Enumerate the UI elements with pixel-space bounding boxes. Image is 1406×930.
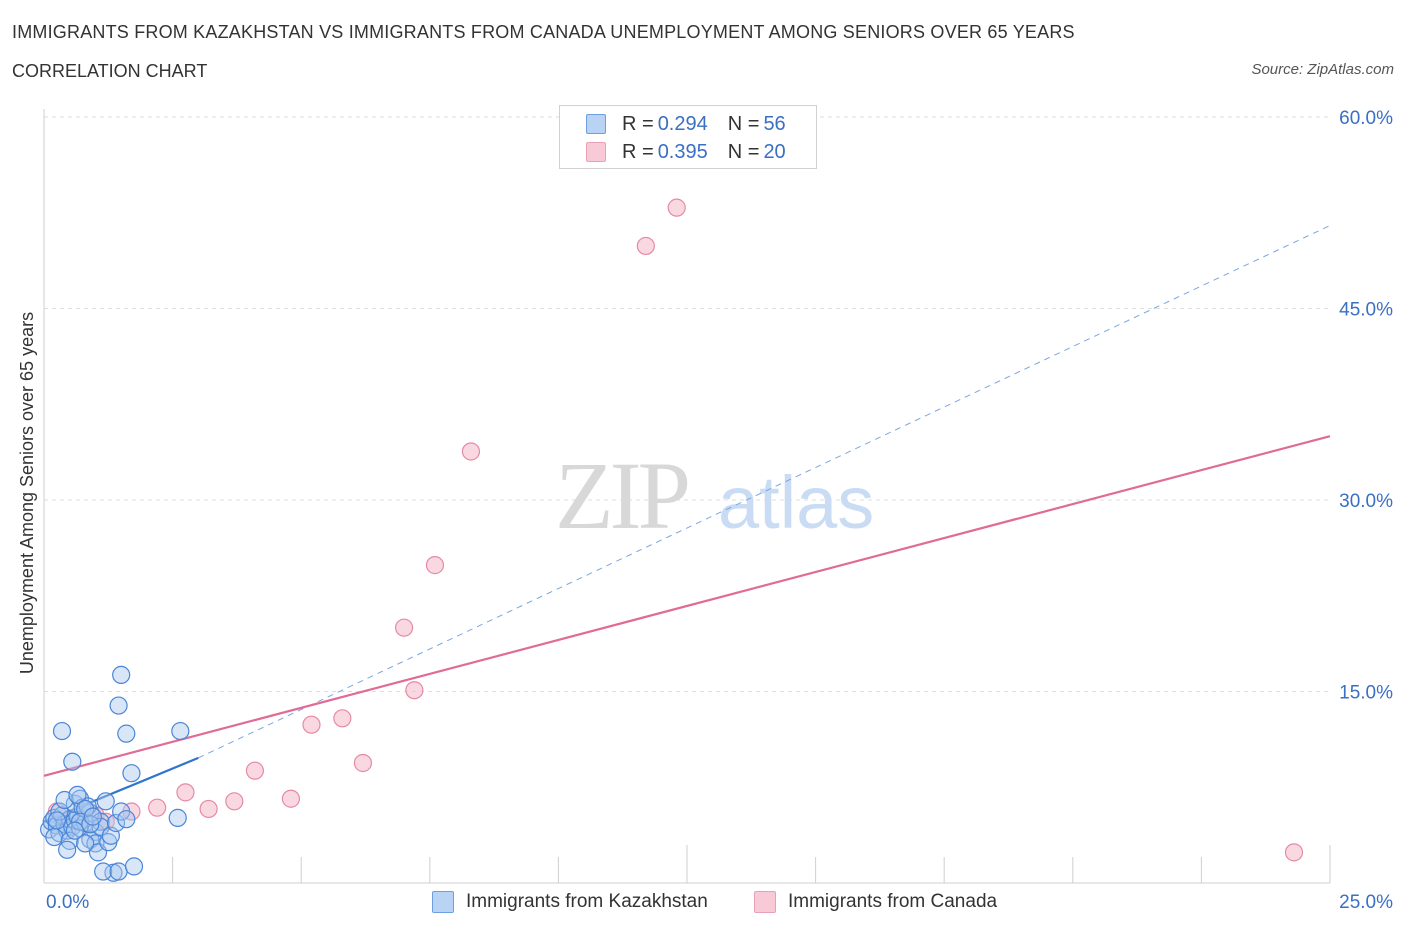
data-point-kazakhstan [78, 797, 97, 816]
legend-swatch-kazakhstan [586, 114, 606, 134]
x-tick-label: 0.0% [46, 892, 89, 913]
data-point-kazakhstan [117, 810, 136, 829]
legend-n-value: 20 [763, 140, 786, 163]
data-point-kazakhstan [124, 857, 144, 876]
data-point-canada [1284, 843, 1304, 862]
data-point-canada [199, 799, 218, 819]
data-point-canada [353, 753, 373, 773]
legend-n-label: N = [727, 140, 760, 163]
data-point-kazakhstan [171, 721, 190, 741]
watermark-atlas: atlas [718, 461, 874, 544]
trend-lines [43, 225, 1331, 823]
data-point-kazakhstan [122, 764, 141, 783]
legend-row-canada: R = 0.395 N = 20 [586, 141, 786, 163]
data-point-kazakhstan [52, 721, 72, 741]
tick-labels: 15.0% 30.0% 45.0% 60.0% 0.0% 25.0% [46, 108, 1393, 913]
data-point-canada [225, 792, 244, 811]
legend-r-value: 0.395 [657, 140, 708, 163]
chart-title: IMMIGRANTS FROM KAZAKHSTAN VS IMMIGRANTS… [12, 22, 1075, 42]
data-points [40, 198, 1304, 882]
data-point-kazakhstan [106, 813, 126, 833]
data-point-kazakhstan [63, 752, 82, 771]
data-point-canada [245, 761, 265, 780]
data-point-canada [394, 618, 414, 637]
data-point-canada [176, 783, 195, 802]
trendline-kazakhstan-extension [198, 225, 1331, 759]
bottom-legend-kazakhstan: Immigrants from Kazakhstan [432, 890, 708, 914]
y-tick-label: 30.0% [1339, 491, 1393, 512]
bottom-legend-swatch-canada [754, 891, 776, 913]
data-point-kazakhstan [47, 811, 66, 830]
y-tick-label: 60.0% [1339, 108, 1393, 129]
legend-r-label: R = [622, 140, 654, 163]
legend-r-value: 0.294 [657, 112, 708, 135]
legend-n-value: 56 [763, 112, 786, 135]
legend-row-kazakhstan: R = 0.294 N = 56 [586, 113, 786, 135]
stats-legend: R = 0.294 N = 56 R = 0.395 N = 20 [559, 105, 817, 169]
data-point-canada [333, 709, 352, 728]
chart-subtitle: CORRELATION CHART [12, 61, 208, 81]
source-label: Source: ZipAtlas.com [1251, 61, 1394, 78]
data-point-kazakhstan [117, 724, 136, 743]
x-tick-label: 25.0% [1339, 892, 1393, 913]
data-point-kazakhstan [96, 792, 115, 811]
data-point-canada [405, 681, 424, 700]
data-point-kazakhstan [65, 821, 84, 840]
data-point-canada [461, 442, 481, 461]
bottom-legend-label-kazakhstan: Immigrants from Kazakhstan [466, 891, 708, 912]
legend-swatch-canada [586, 142, 606, 162]
data-point-canada [302, 715, 321, 734]
trendline-canada [43, 435, 1331, 777]
data-point-kazakhstan [76, 834, 95, 853]
legend-r-label: R = [622, 112, 654, 135]
legend-n-label: N = [727, 112, 760, 135]
data-point-kazakhstan [94, 862, 113, 881]
data-point-kazakhstan [58, 840, 77, 859]
bottom-legend-canada: Immigrants from Canada [754, 890, 997, 914]
bottom-legend-label-canada: Immigrants from Canada [788, 891, 998, 912]
data-point-kazakhstan [109, 862, 128, 881]
data-point-kazakhstan [68, 785, 87, 805]
watermark-zip: ZIP [555, 442, 688, 549]
watermark: ZIP atlas [555, 442, 874, 549]
data-point-canada [425, 556, 445, 575]
data-point-kazakhstan [83, 807, 102, 826]
data-point-kazakhstan [109, 696, 128, 715]
y-tick-label: 45.0% [1339, 300, 1393, 321]
axes [43, 109, 1331, 884]
bottom-legend-swatch-kazakhstan [432, 891, 454, 913]
data-point-canada [148, 798, 167, 817]
data-point-canada [281, 789, 301, 808]
data-point-kazakhstan [112, 665, 131, 685]
data-point-kazakhstan [45, 827, 64, 847]
data-point-canada [636, 236, 655, 256]
y-axis-label: Unemployment Among Seniors over 65 years [17, 312, 37, 674]
y-tick-label: 15.0% [1339, 683, 1393, 704]
data-point-canada [667, 198, 686, 217]
data-point-kazakhstan [168, 808, 187, 827]
